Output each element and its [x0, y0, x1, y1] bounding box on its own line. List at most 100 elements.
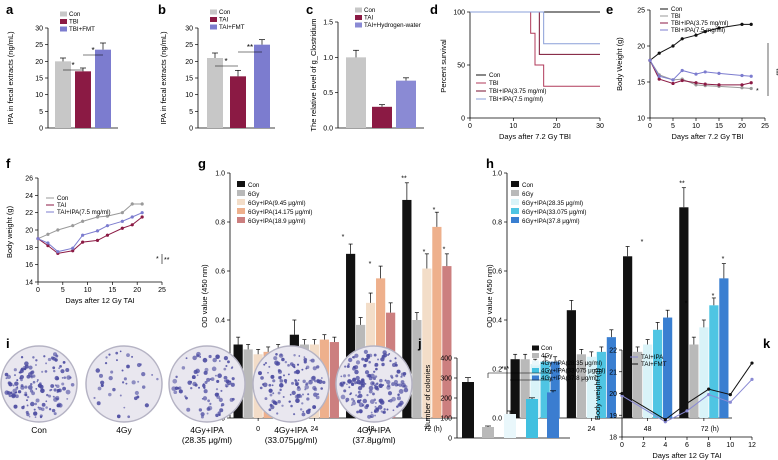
colony-dot — [398, 389, 404, 394]
colony-dot — [303, 356, 306, 359]
y-tick-label: 25 — [185, 42, 193, 49]
colony-dot — [231, 397, 235, 401]
bar-h-2 — [643, 344, 653, 418]
colony-dot — [35, 388, 38, 390]
colony-dot — [220, 404, 223, 407]
series-point — [694, 33, 698, 37]
colony-dot — [41, 370, 44, 373]
colony-dot — [4, 372, 9, 377]
series-line-0 — [37, 203, 143, 240]
colony-dot — [282, 374, 286, 377]
colony-dot — [131, 355, 134, 358]
legend-g-swatch — [237, 208, 245, 214]
colony-dot — [366, 353, 371, 358]
series-point — [694, 81, 698, 85]
legend-a-label: TBI+FMT — [69, 26, 95, 33]
series-point — [81, 233, 85, 237]
colony-dot — [24, 385, 28, 389]
colony-dot — [352, 377, 357, 382]
colony-dot — [357, 390, 361, 394]
colony-dot — [202, 383, 205, 386]
legend-g-swatch — [237, 217, 245, 223]
series-point — [648, 58, 652, 63]
sig-star: * — [433, 207, 436, 214]
colony-dot — [35, 364, 37, 366]
sig-star: * — [641, 239, 644, 246]
series-point — [46, 244, 50, 248]
colony-dot — [35, 359, 38, 362]
legend-a-label: Con — [69, 11, 81, 18]
colony-dot — [281, 357, 285, 362]
colony-dot — [377, 404, 383, 410]
colony-dot — [269, 403, 273, 407]
bar-g-3 — [432, 226, 442, 418]
colony-dot — [353, 399, 356, 402]
sig-star: * — [685, 300, 688, 307]
colony-dot — [212, 357, 217, 363]
y-axis-label: Number of colonies — [423, 364, 432, 429]
colony-dot — [21, 405, 25, 410]
panel-label-h: h — [486, 156, 494, 171]
colony-dot — [356, 382, 359, 384]
y-tick-label: 19 — [609, 413, 617, 420]
series-point — [740, 73, 744, 78]
dish-plate — [252, 345, 330, 423]
y-tick-label: 1.0 — [492, 171, 502, 178]
colony-dot — [397, 403, 401, 407]
colony-dot — [181, 366, 186, 370]
bar-g-0 — [402, 199, 412, 418]
colony-dot — [339, 382, 343, 387]
colony-dot — [296, 393, 301, 399]
colony-dot — [381, 362, 385, 367]
series-point — [120, 211, 124, 215]
colony-dot — [391, 382, 396, 386]
colony-dot — [178, 386, 182, 390]
colony-dot — [230, 382, 235, 387]
colony-dot — [126, 353, 130, 358]
colony-dot — [196, 354, 200, 358]
y-tick-label: 18 — [609, 435, 617, 442]
colony-dot — [364, 357, 369, 363]
colony-dot — [268, 408, 272, 412]
sig-star: ** — [679, 180, 685, 187]
colony-dot — [51, 408, 56, 413]
colony-dot — [288, 400, 291, 403]
y-tick-label: 10 — [185, 92, 193, 99]
colony-dot — [396, 396, 401, 401]
colony-dot — [284, 360, 288, 364]
series-point — [56, 250, 60, 254]
series-point — [740, 86, 744, 90]
colony-dot — [7, 381, 12, 385]
colony-dot — [308, 379, 313, 385]
legend-h-label: 6Gy — [522, 191, 534, 198]
colony-dot — [370, 411, 373, 414]
colony-dot — [39, 415, 43, 419]
colony-dot — [190, 386, 193, 390]
colony-dot — [364, 370, 370, 375]
colony-dot — [279, 388, 282, 392]
colony-dot — [45, 400, 48, 403]
colony-dot — [175, 375, 178, 379]
series-line-1 — [621, 362, 753, 421]
colony-dot — [400, 372, 405, 377]
colony-dot — [356, 399, 361, 404]
colony-dot — [272, 400, 277, 405]
legend-h-swatch — [511, 199, 519, 205]
colony-dot — [60, 369, 65, 374]
sig-star: * — [712, 293, 715, 300]
colony-dot — [267, 371, 269, 374]
bar-tbi-fmt — [95, 49, 111, 128]
colony-dot — [348, 357, 353, 363]
colony-dot — [368, 389, 373, 394]
legend-j-label: 4Gy+IPA(37.8 μg/ml) — [541, 375, 599, 382]
colony-dot — [397, 393, 400, 397]
colony-dot — [287, 363, 290, 367]
colony-dot — [199, 356, 202, 358]
colony-dot — [9, 391, 13, 395]
x-tick-label: 20 — [133, 287, 141, 294]
colony-dot — [108, 392, 112, 397]
colony-dot — [52, 356, 56, 361]
x-tick-label: 48 — [644, 426, 652, 433]
legend-g-label: Con — [248, 182, 260, 189]
colony-dot — [368, 360, 371, 364]
